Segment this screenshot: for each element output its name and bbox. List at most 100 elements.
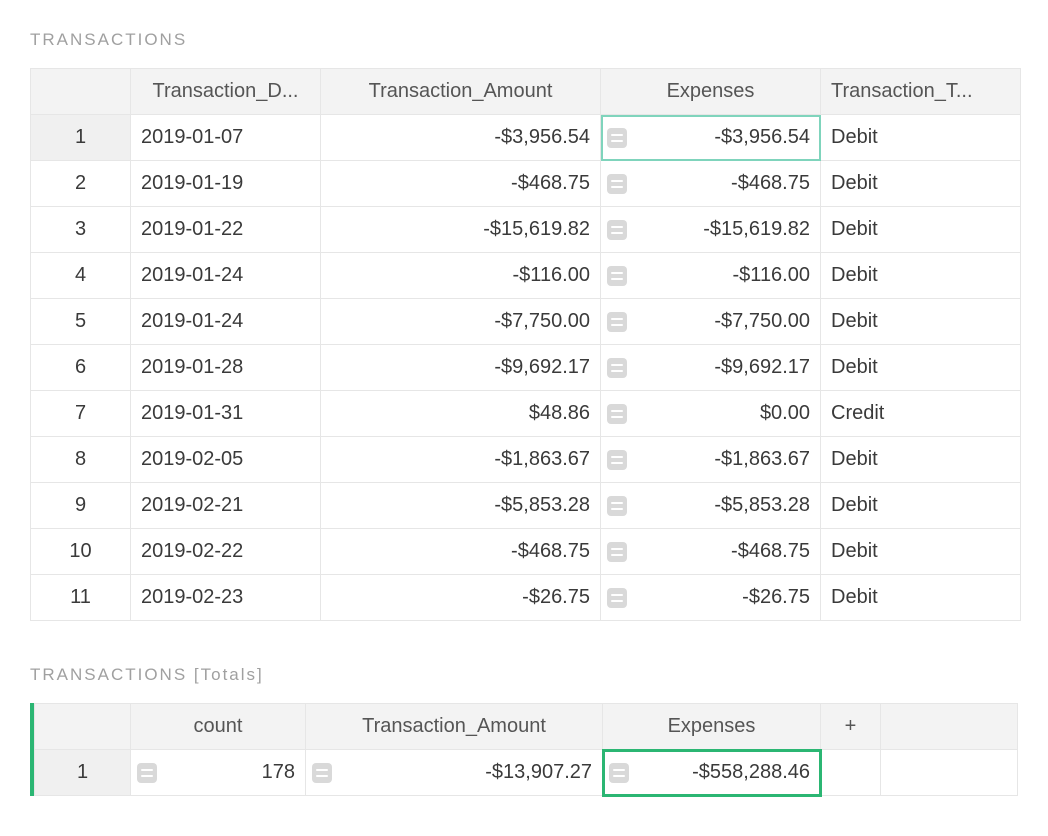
table-row[interactable]: 32019-01-22-$15,619.82-$15,619.82Debit xyxy=(31,207,1021,253)
expenses-cell[interactable]: -$5,853.28 xyxy=(601,483,821,529)
rownum-cell[interactable]: 8 xyxy=(31,437,131,483)
amount-cell[interactable]: -$468.75 xyxy=(321,529,601,575)
table-row[interactable]: 62019-01-28-$9,692.17-$9,692.17Debit xyxy=(31,345,1021,391)
totals-header-count[interactable]: count xyxy=(131,704,306,750)
header-transaction-type[interactable]: Transaction_T... xyxy=(821,69,1021,115)
transactions-title: TRANSACTIONS xyxy=(30,30,1018,50)
expenses-value: -$5,853.28 xyxy=(714,494,810,516)
totals-row[interactable]: 1 178 -$13,907.27 -$558,288.46 xyxy=(35,750,1018,796)
date-cell[interactable]: 2019-01-07 xyxy=(131,115,321,161)
amount-cell[interactable]: -$15,619.82 xyxy=(321,207,601,253)
date-cell[interactable]: 2019-01-28 xyxy=(131,345,321,391)
rownum-cell[interactable]: 10 xyxy=(31,529,131,575)
date-cell[interactable]: 2019-01-19 xyxy=(131,161,321,207)
type-cell[interactable]: Debit xyxy=(821,437,1021,483)
formula-icon xyxy=(607,266,627,286)
table-row[interactable]: 102019-02-22-$468.75-$468.75Debit xyxy=(31,529,1021,575)
amount-cell[interactable]: -$9,692.17 xyxy=(321,345,601,391)
totals-table[interactable]: count Transaction_Amount Expenses + 1 17… xyxy=(34,703,1018,796)
table-row[interactable]: 72019-01-31$48.86$0.00Credit xyxy=(31,391,1021,437)
expenses-cell[interactable]: -$9,692.17 xyxy=(601,345,821,391)
totals-header-rest xyxy=(881,704,1018,750)
totals-header-rownum[interactable] xyxy=(35,704,131,750)
amount-cell[interactable]: -$468.75 xyxy=(321,161,601,207)
totals-header-plus[interactable]: + xyxy=(821,704,881,750)
expenses-cell[interactable]: -$3,956.54 xyxy=(601,115,821,161)
type-cell[interactable]: Debit xyxy=(821,345,1021,391)
amount-cell[interactable]: $48.86 xyxy=(321,391,601,437)
amount-cell[interactable]: -$1,863.67 xyxy=(321,437,601,483)
amount-cell[interactable]: -$26.75 xyxy=(321,575,601,621)
type-cell[interactable]: Debit xyxy=(821,299,1021,345)
date-cell[interactable]: 2019-02-05 xyxy=(131,437,321,483)
expenses-cell[interactable]: -$116.00 xyxy=(601,253,821,299)
expenses-cell[interactable]: -$468.75 xyxy=(601,161,821,207)
header-rownum[interactable] xyxy=(31,69,131,115)
header-transaction-amount[interactable]: Transaction_Amount xyxy=(321,69,601,115)
table-row[interactable]: 82019-02-05-$1,863.67-$1,863.67Debit xyxy=(31,437,1021,483)
totals-header-row: count Transaction_Amount Expenses + xyxy=(35,704,1018,750)
formula-icon xyxy=(607,404,627,424)
totals-count-cell[interactable]: 178 xyxy=(131,750,306,796)
rownum-cell[interactable]: 11 xyxy=(31,575,131,621)
formula-icon xyxy=(607,174,627,194)
date-cell[interactable]: 2019-02-23 xyxy=(131,575,321,621)
table-row[interactable]: 52019-01-24-$7,750.00-$7,750.00Debit xyxy=(31,299,1021,345)
totals-header-amount[interactable]: Transaction_Amount xyxy=(306,704,603,750)
formula-icon xyxy=(607,220,627,240)
amount-cell[interactable]: -$116.00 xyxy=(321,253,601,299)
transactions-table[interactable]: Transaction_D... Transaction_Amount Expe… xyxy=(30,68,1021,621)
expenses-value: -$9,692.17 xyxy=(714,356,810,378)
header-transaction-date[interactable]: Transaction_D... xyxy=(131,69,321,115)
expenses-cell[interactable]: -$26.75 xyxy=(601,575,821,621)
date-cell[interactable]: 2019-02-22 xyxy=(131,529,321,575)
rownum-cell[interactable]: 1 xyxy=(31,115,131,161)
expenses-cell[interactable]: -$468.75 xyxy=(601,529,821,575)
rownum-cell[interactable]: 7 xyxy=(31,391,131,437)
amount-cell[interactable]: -$7,750.00 xyxy=(321,299,601,345)
expenses-cell[interactable]: -$7,750.00 xyxy=(601,299,821,345)
rownum-cell[interactable]: 5 xyxy=(31,299,131,345)
date-cell[interactable]: 2019-01-31 xyxy=(131,391,321,437)
amount-cell[interactable]: -$5,853.28 xyxy=(321,483,601,529)
type-cell[interactable]: Debit xyxy=(821,575,1021,621)
header-expenses[interactable]: Expenses xyxy=(601,69,821,115)
type-cell[interactable]: Credit xyxy=(821,391,1021,437)
table-row[interactable]: 22019-01-19-$468.75-$468.75Debit xyxy=(31,161,1021,207)
date-cell[interactable]: 2019-02-21 xyxy=(131,483,321,529)
date-cell[interactable]: 2019-01-24 xyxy=(131,253,321,299)
formula-icon xyxy=(607,588,627,608)
expenses-cell[interactable]: -$1,863.67 xyxy=(601,437,821,483)
rownum-cell[interactable]: 3 xyxy=(31,207,131,253)
type-cell[interactable]: Debit xyxy=(821,161,1021,207)
totals-expenses-cell[interactable]: -$558,288.46 xyxy=(603,750,821,796)
table-row[interactable]: 92019-02-21-$5,853.28-$5,853.28Debit xyxy=(31,483,1021,529)
type-cell[interactable]: Debit xyxy=(821,529,1021,575)
expenses-value: -$468.75 xyxy=(731,540,810,562)
totals-count-value: 178 xyxy=(262,761,295,783)
type-cell[interactable]: Debit xyxy=(821,483,1021,529)
expenses-cell[interactable]: $0.00 xyxy=(601,391,821,437)
expenses-value: -$15,619.82 xyxy=(703,218,810,240)
totals-plus-cell[interactable] xyxy=(821,750,881,796)
totals-amount-cell[interactable]: -$13,907.27 xyxy=(306,750,603,796)
transactions-header-row: Transaction_D... Transaction_Amount Expe… xyxy=(31,69,1021,115)
rownum-cell[interactable]: 2 xyxy=(31,161,131,207)
totals-rownum[interactable]: 1 xyxy=(35,750,131,796)
date-cell[interactable]: 2019-01-24 xyxy=(131,299,321,345)
totals-header-expenses[interactable]: Expenses xyxy=(603,704,821,750)
table-row[interactable]: 12019-01-07-$3,956.54-$3,956.54Debit xyxy=(31,115,1021,161)
formula-icon xyxy=(607,312,627,332)
date-cell[interactable]: 2019-01-22 xyxy=(131,207,321,253)
amount-cell[interactable]: -$3,956.54 xyxy=(321,115,601,161)
rownum-cell[interactable]: 9 xyxy=(31,483,131,529)
table-row[interactable]: 42019-01-24-$116.00-$116.00Debit xyxy=(31,253,1021,299)
table-row[interactable]: 112019-02-23-$26.75-$26.75Debit xyxy=(31,575,1021,621)
formula-icon xyxy=(137,763,157,783)
rownum-cell[interactable]: 6 xyxy=(31,345,131,391)
expenses-cell[interactable]: -$15,619.82 xyxy=(601,207,821,253)
type-cell[interactable]: Debit xyxy=(821,207,1021,253)
rownum-cell[interactable]: 4 xyxy=(31,253,131,299)
type-cell[interactable]: Debit xyxy=(821,253,1021,299)
type-cell[interactable]: Debit xyxy=(821,115,1021,161)
